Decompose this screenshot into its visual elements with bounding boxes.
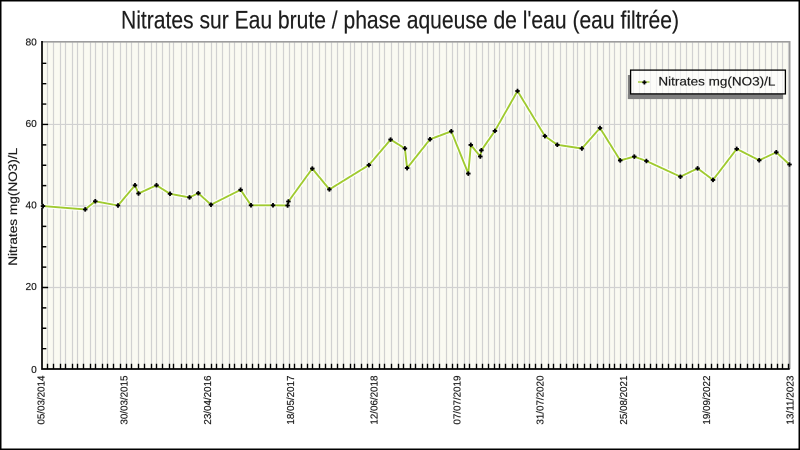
svg-text:18/05/2017: 18/05/2017	[286, 375, 297, 424]
svg-text:31/07/2020: 31/07/2020	[536, 375, 547, 424]
svg-text:05/03/2014: 05/03/2014	[37, 375, 48, 424]
svg-text:60: 60	[25, 119, 37, 130]
svg-text:20: 20	[25, 282, 37, 293]
svg-text:23/04/2016: 23/04/2016	[203, 375, 214, 424]
svg-text:Nitrates mg(NO3)/L: Nitrates mg(NO3)/L	[658, 75, 775, 89]
svg-text:13/11/2023: 13/11/2023	[785, 375, 796, 424]
svg-text:30/03/2015: 30/03/2015	[120, 375, 131, 424]
svg-text:40: 40	[25, 201, 37, 212]
svg-text:25/08/2021: 25/08/2021	[619, 375, 630, 424]
svg-text:80: 80	[25, 38, 37, 49]
svg-text:0: 0	[31, 365, 37, 376]
svg-text:Nitrates mg(NO3)/L: Nitrates mg(NO3)/L	[6, 148, 20, 266]
svg-text:19/09/2022: 19/09/2022	[702, 375, 713, 424]
svg-text:07/07/2019: 07/07/2019	[453, 375, 464, 424]
svg-text:12/06/2018: 12/06/2018	[369, 375, 380, 424]
svg-text:Nitrates sur Eau brute / phase: Nitrates sur Eau brute / phase aqueuse d…	[121, 7, 679, 35]
